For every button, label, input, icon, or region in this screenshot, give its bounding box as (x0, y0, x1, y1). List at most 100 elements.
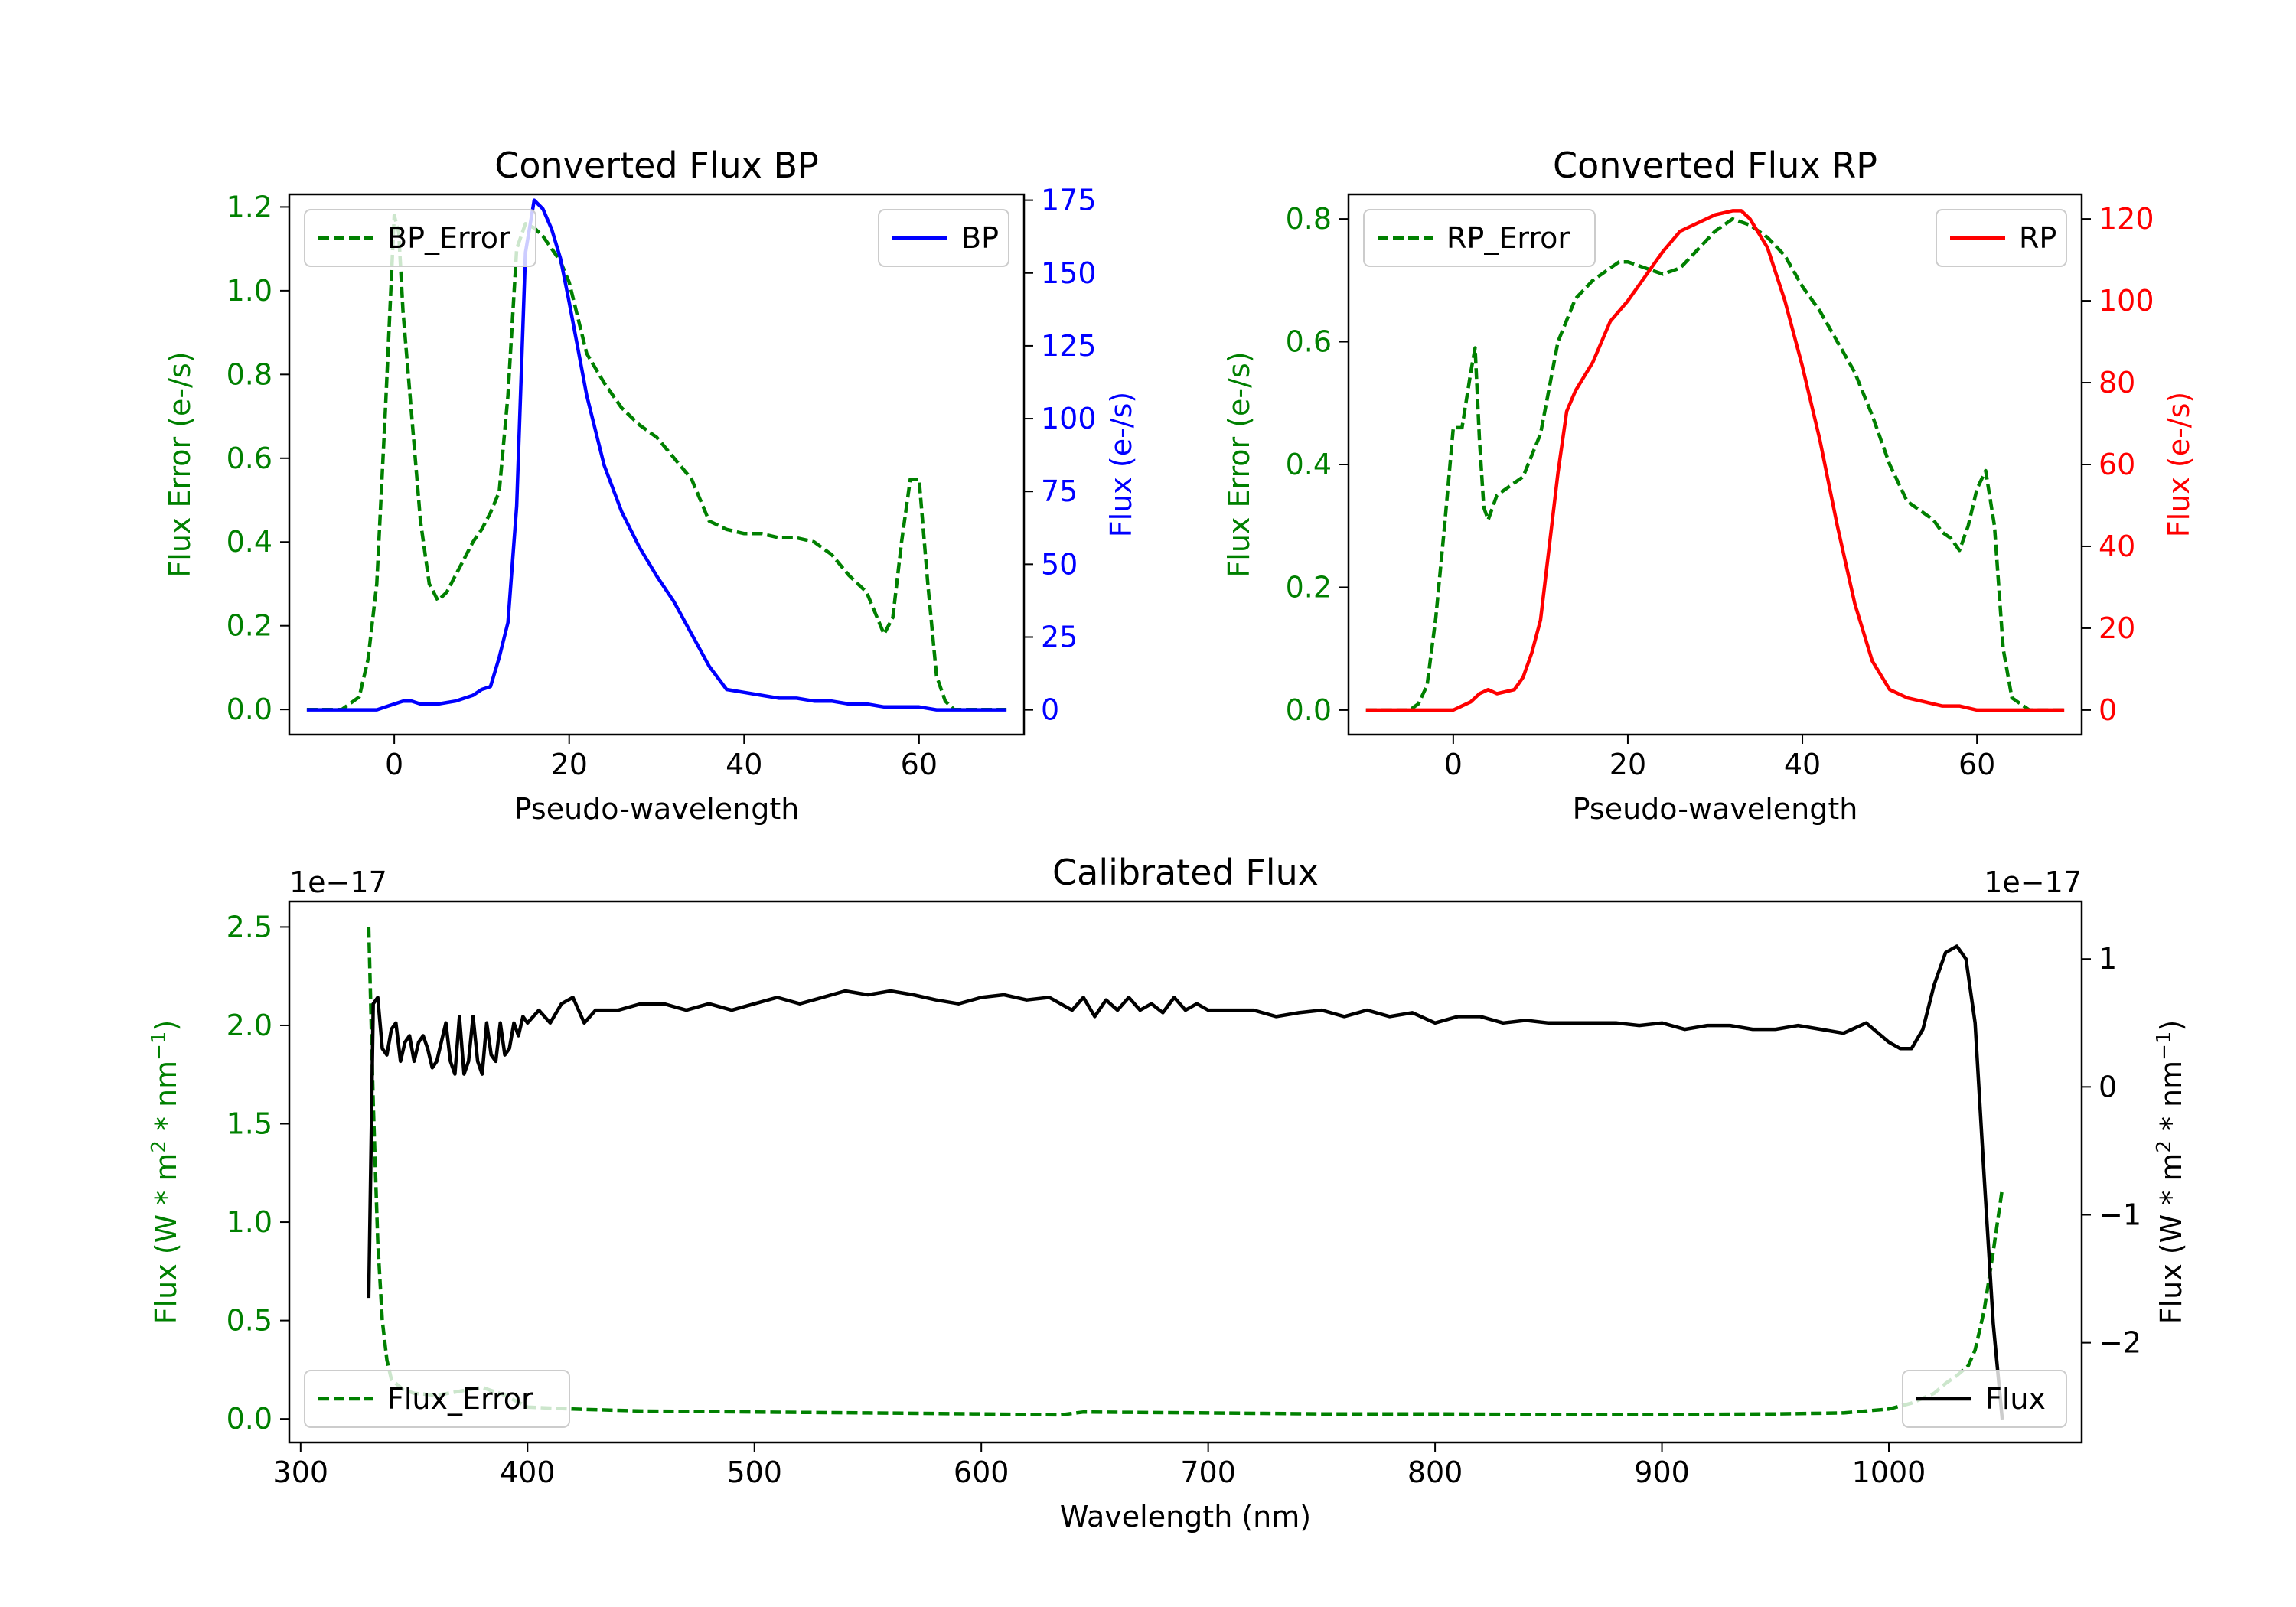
chart-title: Converted Flux RP (1553, 145, 1877, 186)
y-left-tick-label: 1.0 (227, 274, 272, 308)
x-tick-label: 300 (273, 1455, 329, 1489)
y-right-tick-label: 1 (2099, 942, 2117, 976)
y-left-offset-text: 1e−17 (289, 865, 387, 899)
series-line-rp (1365, 209, 2065, 712)
y-right-tick-label: 75 (1041, 474, 1078, 508)
x-tick-label: 800 (1407, 1455, 1463, 1489)
x-tick-label: 500 (726, 1455, 782, 1489)
y-right-axis-label: Flux (e-/s) (2162, 392, 2196, 537)
legend-label: BP_Error (387, 221, 510, 255)
series-line-bp-error (306, 214, 1007, 712)
legend-rp: RP (1936, 209, 2067, 267)
y-left-tick-label: 0.8 (227, 357, 272, 391)
label-part: * nm (149, 1061, 183, 1140)
x-tick-label: 20 (551, 748, 588, 781)
y-left-tick-label: 1.2 (227, 190, 272, 223)
legend-label: Flux (1985, 1382, 2046, 1416)
label-part: Flux (W * m (149, 1153, 183, 1325)
y-left-tick-label: 1.0 (227, 1205, 272, 1239)
y-right-offset-text: 1e−17 (1984, 865, 2082, 899)
x-tick-label: 1000 (1852, 1455, 1926, 1489)
x-tick-label: 0 (385, 748, 403, 781)
y-right-tick-label: −1 (2099, 1198, 2141, 1231)
y-right-tick-label: 0 (1041, 693, 1059, 727)
y-left-tick-label: 0.8 (1286, 202, 1332, 236)
chart-bp: 0 20 40 60 0.0 0.2 0.4 0.6 0.8 1.0 1.2 0 25 50 75 100 12… (163, 145, 1138, 826)
y-left-axis-label: Flux (W * m2 * nm−1) (148, 1020, 183, 1325)
x-tick-label: 60 (901, 748, 938, 781)
y-right-tick-label: 0 (2099, 1070, 2117, 1103)
y-left-axis-label: Flux Error (e-/s) (163, 351, 197, 577)
x-axis-label: Wavelength (nm) (1060, 1500, 1311, 1534)
y-left-tick-label: 0.0 (227, 693, 272, 726)
y-right-tick-label: 120 (2099, 202, 2154, 236)
y-right-tick-label: 25 (1041, 621, 1078, 654)
label-part: Flux (W * m (2154, 1153, 2188, 1325)
label-part: * nm (2154, 1061, 2188, 1140)
y-left-tick-label: 0.6 (1286, 325, 1332, 359)
y-left-tick-label: 0.2 (227, 609, 272, 643)
label-part: ) (149, 1020, 183, 1032)
chart-rp: 0 20 40 60 0.0 0.2 0.4 0.6 0.8 0 20 40 60 80 100 120 Con… (1222, 145, 2196, 826)
plot-frame (1347, 193, 2083, 736)
label-part: 2 (2153, 1140, 2176, 1153)
y-right-tick-label: 100 (2099, 284, 2154, 318)
series-line-flux (367, 944, 2004, 1420)
y-left-tick-label: 0.4 (1286, 448, 1332, 481)
legend-label: RP (2019, 221, 2056, 255)
x-tick-label: 20 (1609, 748, 1646, 781)
y-left-tick-label: 0.0 (227, 1402, 272, 1436)
x-tick-label: 60 (1958, 748, 1995, 781)
x-tick-label: 40 (1784, 748, 1821, 781)
y-left-tick-label: 0.2 (1286, 570, 1332, 604)
y-right-tick-label: 20 (2099, 611, 2135, 645)
label-part: −1 (148, 1032, 171, 1061)
y-right-tick-label: 50 (1041, 547, 1078, 581)
x-tick-label: 900 (1634, 1455, 1690, 1489)
y-right-tick-label: 60 (2099, 448, 2135, 481)
y-left-tick-label: 1.5 (227, 1107, 272, 1141)
x-tick-label: 40 (726, 748, 762, 781)
y-right-axis-label: Flux (W * m2 * nm−1) (2153, 1020, 2188, 1325)
legend-label: RP_Error (1446, 221, 1570, 255)
legend-label: Flux_Error (387, 1382, 533, 1416)
x-tick-label: 0 (1444, 748, 1463, 781)
label-part: 2 (148, 1140, 171, 1153)
legend-label: BP (961, 221, 999, 255)
series-line-bp (306, 198, 1007, 712)
series-line-flux-error (367, 927, 2004, 1417)
label-part: ) (2154, 1020, 2188, 1032)
plot-frame (288, 193, 1026, 736)
legend-bp-error: BP_Error (304, 209, 536, 267)
chart-title: Calibrated Flux (1052, 852, 1319, 893)
x-tick-label: 600 (954, 1455, 1009, 1489)
legend-flux-error: Flux_Error (304, 1370, 570, 1428)
y-right-tick-label: 125 (1041, 329, 1097, 363)
chart-calibrated: 300 400 500 600 700 800 900 1000 0.0 0.5 1.0 1.5 2.0… (148, 852, 2188, 1534)
y-left-tick-label: 0.0 (1286, 693, 1332, 727)
x-axis-label: Pseudo-wavelength (1573, 792, 1858, 826)
legend-rp-error: RP_Error (1363, 209, 1596, 267)
chart-title: Converted Flux BP (494, 145, 819, 186)
series-line-rp-error (1365, 217, 2065, 712)
legend-box (304, 209, 536, 267)
y-left-tick-label: 0.6 (227, 442, 272, 475)
y-right-tick-label: 0 (2099, 693, 2117, 727)
y-right-tick-label: 100 (1041, 402, 1097, 435)
y-right-tick-label: 80 (2099, 366, 2135, 399)
x-tick-label: 400 (500, 1455, 556, 1489)
legend-box (1902, 1370, 2067, 1428)
y-left-tick-label: 0.4 (227, 525, 272, 559)
legend-bp: BP (878, 209, 1009, 267)
y-right-tick-label: 40 (2099, 530, 2135, 563)
y-left-tick-label: 2.5 (227, 910, 272, 944)
y-right-tick-label: 150 (1041, 256, 1097, 290)
label-part: −1 (2153, 1032, 2176, 1061)
y-left-tick-label: 2.0 (227, 1009, 272, 1042)
legend-box (1363, 209, 1596, 267)
plot-frame (288, 900, 2083, 1444)
y-right-tick-label: −2 (2099, 1326, 2141, 1360)
legend-box (304, 1370, 570, 1428)
y-left-tick-label: 0.5 (227, 1304, 272, 1338)
